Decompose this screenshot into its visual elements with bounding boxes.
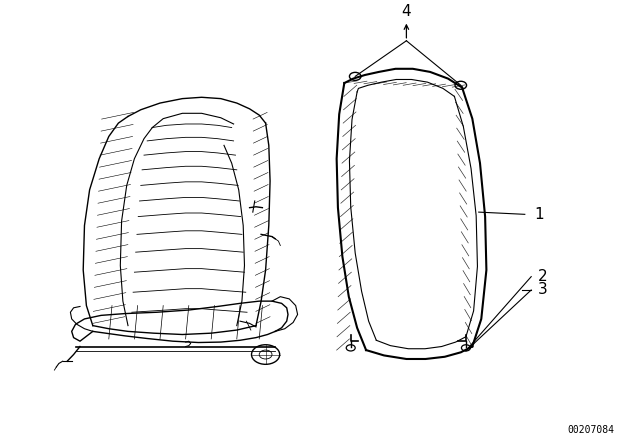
Text: 2: 2 xyxy=(538,269,547,284)
Text: 4: 4 xyxy=(401,4,412,18)
Text: 00207084: 00207084 xyxy=(568,425,614,435)
Text: 1: 1 xyxy=(534,207,544,222)
Text: 3: 3 xyxy=(538,283,547,297)
